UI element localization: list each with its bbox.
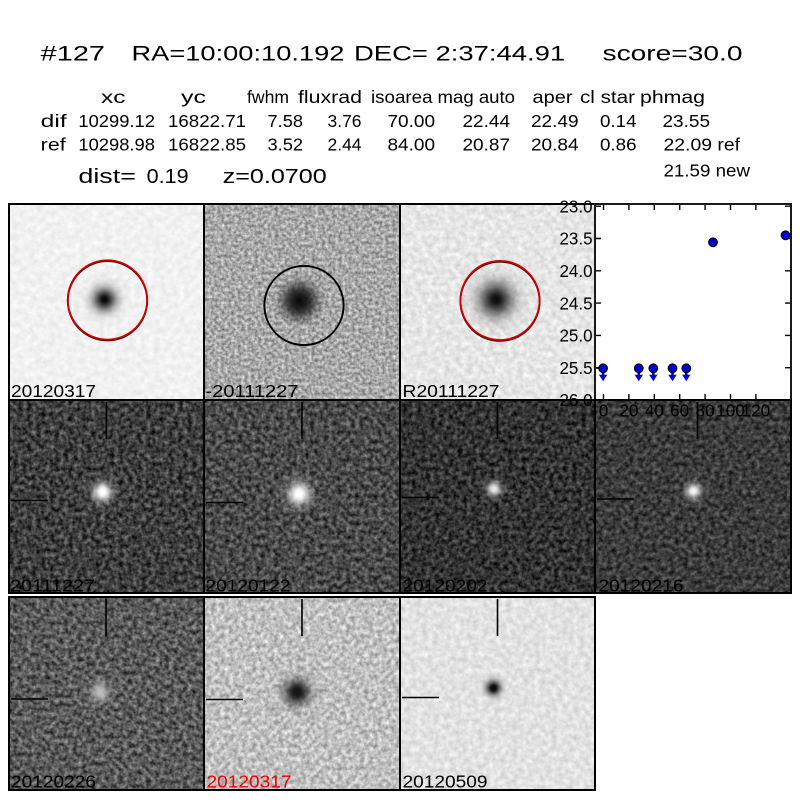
svg-text:25.5: 25.5 — [560, 358, 593, 378]
svg-text:#127: #127 — [41, 43, 105, 66]
svg-text:40: 40 — [645, 401, 664, 421]
svg-text:xc: xc — [101, 87, 126, 107]
svg-text:70.00: 70.00 — [388, 111, 436, 131]
svg-text:DEC= 2:37:44.91: DEC= 2:37:44.91 — [354, 43, 565, 66]
svg-text:16822.85: 16822.85 — [168, 135, 246, 155]
svg-text:dif: dif — [41, 111, 67, 131]
svg-text:20111227: 20111227 — [10, 576, 95, 596]
svg-text:25.0: 25.0 — [560, 326, 593, 346]
svg-text:23.5: 23.5 — [560, 229, 593, 249]
svg-text:mag auto: mag auto — [438, 87, 516, 107]
svg-text:3.52: 3.52 — [268, 135, 304, 155]
svg-text:20120317: 20120317 — [11, 381, 96, 401]
svg-text:3.76: 3.76 — [328, 111, 362, 131]
svg-text:20.84: 20.84 — [531, 135, 579, 155]
svg-text:aper: aper — [533, 87, 573, 107]
svg-text:120: 120 — [742, 401, 771, 421]
svg-text:cl star: cl star — [580, 87, 635, 107]
svg-text:2.44: 2.44 — [328, 135, 362, 155]
svg-text:score=30.0: score=30.0 — [603, 43, 743, 66]
svg-text:RA=10:00:10.192: RA=10:00:10.192 — [132, 43, 345, 66]
svg-text:-20111227: -20111227 — [206, 381, 299, 401]
svg-text:23.0: 23.0 — [560, 196, 593, 216]
svg-text:20120226: 20120226 — [11, 772, 96, 792]
svg-text:20120202: 20120202 — [403, 576, 488, 596]
svg-text:22.44: 22.44 — [463, 111, 511, 131]
svg-text:21.59 new: 21.59 new — [664, 160, 751, 180]
svg-text:z=0.0700: z=0.0700 — [223, 166, 327, 188]
svg-text:fluxrad: fluxrad — [298, 87, 362, 107]
svg-text:0.19: 0.19 — [147, 166, 189, 188]
svg-text:100: 100 — [716, 401, 745, 421]
svg-text:10299.12: 10299.12 — [78, 111, 154, 131]
svg-text:fwhm: fwhm — [247, 87, 289, 107]
svg-text:20120122: 20120122 — [206, 576, 291, 596]
svg-text:0.86: 0.86 — [600, 135, 637, 155]
svg-text:7.58: 7.58 — [268, 111, 304, 131]
svg-text:24.0: 24.0 — [560, 261, 593, 281]
svg-text:10298.98: 10298.98 — [78, 135, 154, 155]
svg-text:phmag: phmag — [640, 87, 705, 107]
svg-text:ref: ref — [41, 135, 66, 155]
svg-text:20.87: 20.87 — [463, 135, 511, 155]
svg-text:R20111227: R20111227 — [403, 381, 500, 401]
svg-text:isoarea: isoarea — [371, 87, 433, 107]
svg-text:20120216: 20120216 — [599, 576, 684, 596]
svg-text:0: 0 — [599, 401, 609, 421]
svg-text:20120509: 20120509 — [403, 772, 488, 792]
svg-text:dist=: dist= — [78, 166, 136, 188]
svg-text:60: 60 — [670, 401, 689, 421]
svg-text:23.55: 23.55 — [663, 111, 711, 131]
svg-text:yc: yc — [181, 87, 207, 107]
svg-text:22.09 ref: 22.09 ref — [664, 135, 741, 155]
svg-text:80: 80 — [696, 401, 715, 421]
svg-text:22.49: 22.49 — [531, 111, 579, 131]
svg-text:24.5: 24.5 — [560, 293, 593, 313]
svg-text:20: 20 — [619, 401, 638, 421]
svg-text:26.0: 26.0 — [560, 390, 593, 410]
svg-text:84.00: 84.00 — [388, 135, 436, 155]
svg-text:16822.71: 16822.71 — [168, 111, 246, 131]
svg-text:20120317: 20120317 — [207, 772, 292, 792]
svg-text:0.14: 0.14 — [600, 111, 637, 131]
